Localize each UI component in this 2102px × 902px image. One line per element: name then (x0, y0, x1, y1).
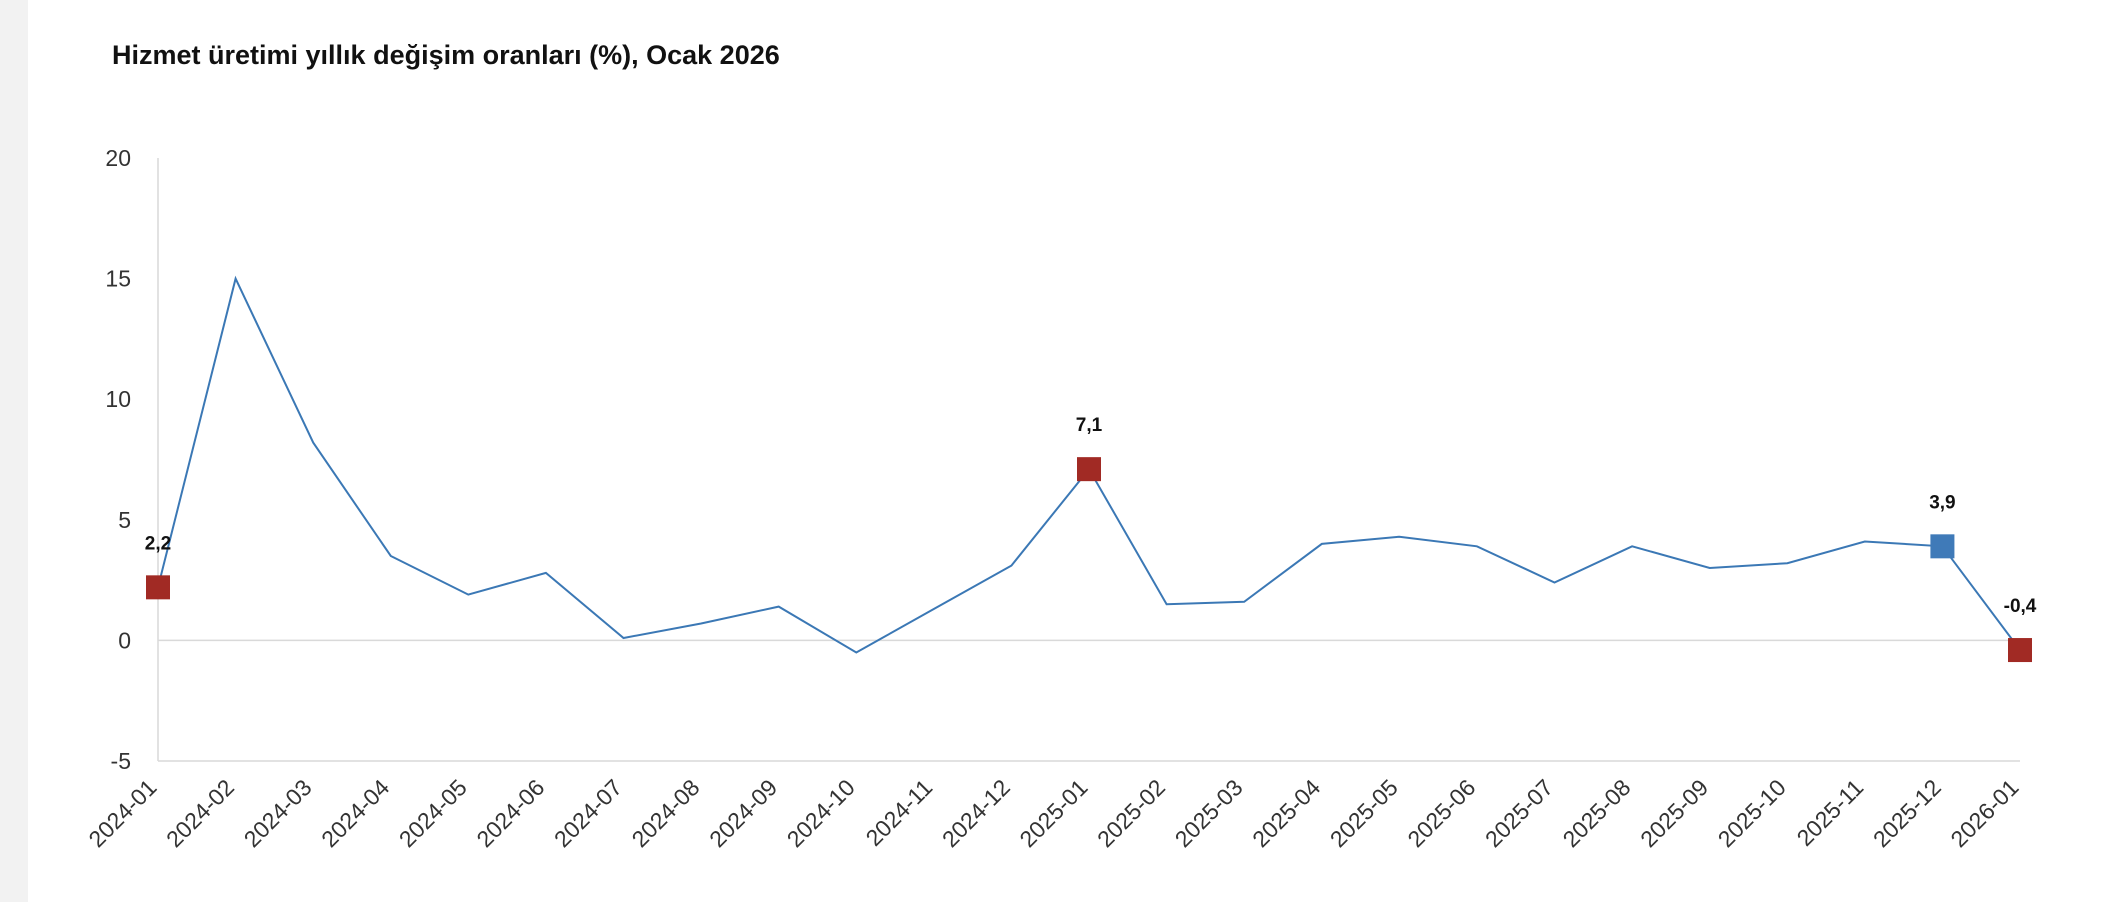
x-tick-label: 2026-01 (1945, 774, 2023, 852)
data-point-marker (1930, 534, 1955, 559)
x-tick-label: 2024-09 (704, 774, 782, 852)
x-tick-label: 2024-04 (316, 774, 394, 852)
x-tick-label: 2024-07 (549, 774, 627, 852)
x-tick-label: 2025-02 (1092, 774, 1170, 852)
y-tick-label: 20 (105, 145, 131, 171)
x-axis-ticks: 2024-01 2024-02 2024-03 2024-04 2024-05 2024-… (83, 774, 2023, 852)
y-tick-label: 5 (118, 507, 131, 533)
chart-card: Hizmet üretimi yıllık değişim oranları (… (28, 0, 2102, 902)
y-tick-label: -5 (111, 748, 131, 774)
y-axis-ticks: 20 15 10 5 0 -5 (105, 145, 131, 774)
data-points (146, 457, 2032, 663)
x-tick-label: 2025-07 (1480, 774, 1558, 852)
x-tick-label: 2024-03 (239, 774, 317, 852)
x-tick-label: 2025-08 (1558, 774, 1636, 852)
data-point-marker (146, 575, 170, 600)
data-label: 7,1 (1076, 415, 1103, 436)
data-label: 2,2 (145, 533, 171, 554)
x-tick-label: 2025-11 (1792, 774, 1869, 851)
x-tick-label: 2025-04 (1247, 774, 1325, 852)
y-tick-label: 0 (118, 627, 131, 653)
x-tick-label: 2024-10 (782, 774, 860, 852)
x-tick-label: 2024-11 (861, 774, 938, 851)
x-tick-label: 2025-05 (1325, 774, 1403, 852)
data-point-marker (2008, 638, 2032, 663)
x-tick-label: 2025-09 (1635, 774, 1713, 852)
x-tick-label: 2025-01 (1014, 774, 1092, 852)
y-tick-label: 10 (105, 386, 131, 412)
data-point-marker (1077, 457, 1101, 482)
x-tick-label: 2024-08 (627, 774, 705, 852)
y-tick-label: 15 (105, 266, 131, 292)
x-tick-label: 2024-12 (937, 774, 1015, 852)
x-tick-label: 2024-05 (394, 774, 472, 852)
chart-title: Hizmet üretimi yıllık değişim oranları (… (112, 40, 780, 70)
x-tick-label: 2024-02 (161, 774, 239, 852)
x-tick-label: 2025-12 (1868, 774, 1946, 852)
x-tick-label: 2025-06 (1402, 774, 1480, 852)
data-labels: 2,2 7,1 3,9 -0,4 (145, 415, 2037, 617)
x-tick-label: 2024-06 (471, 774, 549, 852)
x-tick-label: 2025-03 (1170, 774, 1248, 852)
data-label: 3,9 (1929, 492, 1955, 513)
x-tick-label: 2025-10 (1713, 774, 1791, 852)
x-tick-label: 2024-01 (83, 774, 161, 852)
data-label: -0,4 (2004, 596, 2037, 617)
